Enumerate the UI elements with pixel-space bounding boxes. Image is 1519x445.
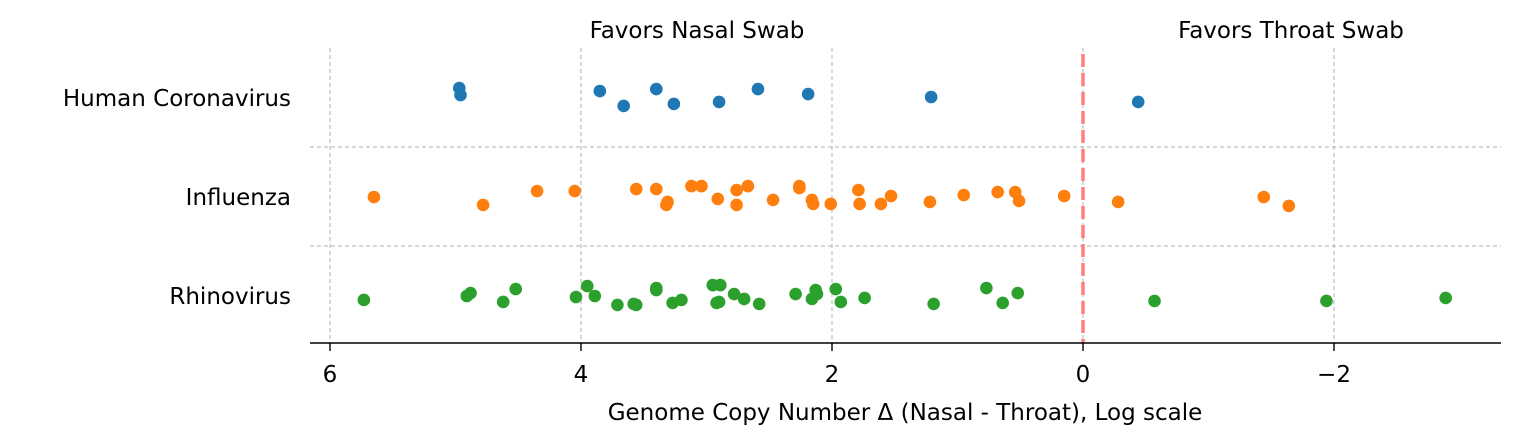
region-label-nasal: Favors Nasal Swab xyxy=(590,18,805,44)
data-point xyxy=(834,295,848,309)
data-point xyxy=(801,87,815,101)
data-point xyxy=(810,287,824,301)
data-point xyxy=(884,189,898,203)
x-tick-label: 0 xyxy=(1076,362,1091,388)
data-point xyxy=(1320,294,1333,308)
data-point xyxy=(695,179,708,193)
data-point xyxy=(611,298,624,312)
data-point xyxy=(650,182,663,196)
data-point xyxy=(752,297,766,311)
data-point xyxy=(1282,199,1296,213)
data-point xyxy=(617,99,630,113)
data-point xyxy=(1011,286,1025,300)
data-point xyxy=(730,183,743,197)
region-label-throat: Favors Throat Swab xyxy=(1178,18,1404,44)
x-tick-label: −2 xyxy=(1317,362,1351,388)
data-point xyxy=(530,184,544,198)
data-point xyxy=(829,282,843,296)
data-point xyxy=(924,90,938,104)
data-point xyxy=(824,197,838,211)
data-point xyxy=(464,286,477,300)
data-point xyxy=(751,82,765,96)
data-point xyxy=(858,291,871,305)
data-point xyxy=(569,290,583,304)
data-point xyxy=(357,293,371,307)
data-point xyxy=(793,181,806,195)
data-point xyxy=(730,198,743,212)
data-point xyxy=(712,95,726,109)
points-layer xyxy=(357,81,1452,312)
data-point xyxy=(957,188,971,202)
data-point xyxy=(476,198,490,212)
data-point xyxy=(660,198,673,212)
data-point xyxy=(1111,195,1125,209)
data-point xyxy=(367,190,381,204)
data-point xyxy=(650,283,663,297)
data-point xyxy=(874,197,888,211)
data-point xyxy=(685,179,698,193)
data-point xyxy=(509,282,523,296)
data-point xyxy=(675,293,688,307)
data-point xyxy=(980,281,993,295)
data-point xyxy=(1131,95,1145,109)
data-point xyxy=(766,193,780,207)
x-tick-label: 6 xyxy=(323,362,338,388)
data-point xyxy=(991,185,1004,199)
data-point xyxy=(593,84,607,98)
data-point xyxy=(806,197,820,211)
data-point xyxy=(496,295,510,309)
data-point xyxy=(568,184,582,198)
category-label: Rhinovirus xyxy=(169,284,291,310)
data-point xyxy=(1057,189,1071,203)
data-point xyxy=(996,296,1009,310)
data-point xyxy=(454,88,467,102)
data-point xyxy=(727,287,741,301)
data-point xyxy=(1439,291,1452,305)
data-point xyxy=(1148,294,1161,308)
data-point xyxy=(714,278,727,292)
data-point xyxy=(741,179,755,193)
data-point xyxy=(580,279,594,293)
data-point xyxy=(712,295,726,309)
data-point xyxy=(711,192,725,206)
data-point xyxy=(737,292,751,306)
data-point xyxy=(588,289,602,303)
data-point xyxy=(1257,190,1271,204)
x-tick-label: 2 xyxy=(825,362,840,388)
data-point xyxy=(852,183,865,197)
data-point xyxy=(853,197,866,211)
data-point xyxy=(1012,194,1026,208)
data-point xyxy=(629,182,643,196)
x-ticks: 6 4 2 0 −2 xyxy=(323,343,1351,388)
data-point xyxy=(789,287,802,301)
category-label: Human Coronavirus xyxy=(63,86,291,112)
x-tick-label: 4 xyxy=(574,362,589,388)
category-labels: Human Coronavirus Influenza Rhinovirus xyxy=(63,86,291,310)
data-point xyxy=(650,82,663,96)
data-point xyxy=(927,297,940,311)
data-point xyxy=(629,298,643,312)
x-axis-title: Genome Copy Number Δ (Nasal - Throat), L… xyxy=(608,400,1203,426)
data-point xyxy=(923,195,937,209)
data-point xyxy=(667,97,681,111)
category-label: Influenza xyxy=(186,185,291,211)
